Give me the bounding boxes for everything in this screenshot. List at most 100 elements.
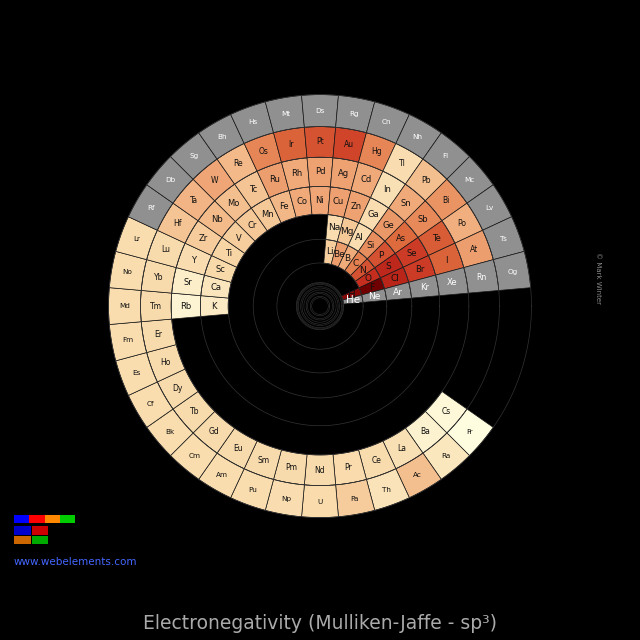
Text: I: I [445, 255, 447, 265]
Text: Mn: Mn [261, 210, 273, 219]
Polygon shape [289, 187, 312, 218]
Polygon shape [345, 252, 367, 276]
Text: F: F [369, 283, 374, 292]
Text: Rb: Rb [180, 301, 191, 310]
Polygon shape [447, 157, 493, 203]
Polygon shape [200, 296, 228, 317]
Text: Bh: Bh [218, 134, 227, 140]
Polygon shape [201, 275, 231, 298]
Text: In: In [383, 186, 391, 195]
Polygon shape [109, 322, 147, 361]
Text: Bi: Bi [442, 196, 449, 205]
Text: Ni: Ni [316, 196, 324, 205]
Polygon shape [204, 255, 237, 282]
Text: Gd: Gd [209, 428, 220, 436]
Polygon shape [244, 441, 282, 479]
Polygon shape [235, 171, 269, 208]
Text: O: O [364, 274, 371, 283]
Bar [14, 536, 31, 544]
Bar [14, 515, 29, 523]
Text: Ba: Ba [420, 428, 431, 436]
Text: Sg: Sg [189, 154, 199, 159]
Text: Xe: Xe [447, 278, 458, 287]
Text: Os: Os [259, 147, 269, 156]
Text: Ge: Ge [382, 221, 394, 230]
Polygon shape [176, 243, 212, 275]
Text: No: No [122, 269, 132, 275]
Text: Sb: Sb [417, 215, 428, 224]
Text: Be: Be [333, 250, 345, 259]
Text: B: B [344, 254, 351, 263]
Text: Pt: Pt [316, 138, 324, 147]
Polygon shape [173, 392, 215, 433]
Text: Th: Th [383, 487, 391, 493]
Polygon shape [333, 450, 367, 485]
Text: Po: Po [458, 220, 467, 228]
Text: Fr: Fr [467, 429, 473, 435]
Text: Nh: Nh [413, 134, 423, 140]
Text: Al: Al [355, 233, 364, 242]
Bar [29, 515, 45, 523]
Text: Pm: Pm [285, 463, 298, 472]
Text: Ag: Ag [338, 170, 349, 179]
Text: Bk: Bk [166, 429, 175, 435]
Text: Rn: Rn [477, 273, 487, 282]
Polygon shape [351, 259, 374, 282]
Text: Eu: Eu [233, 444, 243, 452]
Polygon shape [333, 127, 367, 163]
Text: Pb: Pb [420, 176, 430, 185]
Polygon shape [337, 218, 359, 246]
Polygon shape [244, 132, 282, 171]
Polygon shape [404, 201, 442, 237]
Text: Db: Db [165, 177, 175, 184]
Polygon shape [198, 201, 236, 237]
Polygon shape [212, 237, 244, 268]
Polygon shape [409, 275, 439, 298]
Polygon shape [358, 441, 396, 479]
Polygon shape [173, 179, 215, 221]
Bar [14, 527, 31, 535]
Text: Ce: Ce [371, 456, 381, 465]
Polygon shape [436, 268, 468, 296]
Text: Ar: Ar [393, 288, 403, 297]
Polygon shape [147, 344, 185, 382]
Polygon shape [310, 186, 330, 214]
Text: Lu: Lu [161, 245, 170, 255]
Polygon shape [428, 243, 464, 275]
Text: Sc: Sc [216, 266, 225, 275]
Polygon shape [371, 171, 405, 208]
Polygon shape [273, 450, 307, 485]
Polygon shape [198, 453, 244, 498]
Polygon shape [335, 95, 375, 132]
Polygon shape [269, 191, 296, 223]
Polygon shape [301, 485, 339, 518]
Text: Mg: Mg [340, 227, 354, 236]
Polygon shape [442, 203, 483, 243]
Polygon shape [129, 382, 173, 428]
Text: Ga: Ga [367, 210, 379, 219]
Polygon shape [141, 291, 172, 322]
Text: Cn: Cn [382, 120, 392, 125]
Text: Tb: Tb [189, 407, 199, 416]
Text: Sr: Sr [184, 278, 192, 287]
Text: Fe: Fe [279, 202, 289, 211]
Text: Ac: Ac [413, 472, 422, 478]
Text: Cs: Cs [441, 407, 451, 416]
Polygon shape [423, 433, 470, 479]
Polygon shape [374, 253, 403, 278]
Text: W: W [211, 176, 218, 185]
Polygon shape [147, 157, 193, 203]
Text: Ti: Ti [225, 249, 232, 258]
Polygon shape [326, 214, 344, 241]
Polygon shape [344, 191, 371, 223]
Text: Pu: Pu [249, 487, 257, 493]
Polygon shape [338, 246, 358, 271]
Text: Tm: Tm [150, 301, 162, 310]
Polygon shape [328, 187, 351, 218]
Text: K: K [211, 301, 217, 310]
Polygon shape [388, 184, 425, 221]
Polygon shape [418, 221, 455, 255]
Bar [60, 515, 75, 523]
Text: Zn: Zn [351, 202, 362, 211]
Bar [45, 515, 60, 523]
